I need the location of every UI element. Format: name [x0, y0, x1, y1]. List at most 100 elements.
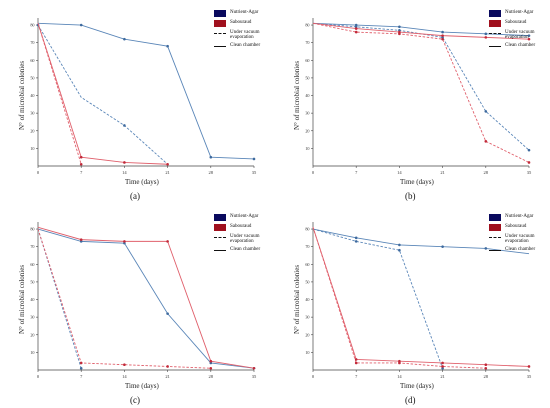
data-point — [209, 155, 213, 159]
data-point — [398, 243, 401, 247]
legend-item-under-vacuum: Under vacuum evaporation — [489, 234, 545, 245]
y-tick-label: 60 — [30, 262, 34, 267]
data-point — [79, 162, 83, 166]
legend-item-clean-chamber: Clean chamber — [214, 43, 270, 48]
data-point — [209, 366, 213, 370]
x-tick-label: 14 — [122, 170, 127, 175]
sabouraud-vacuum-line — [37, 228, 211, 369]
data-point — [166, 365, 169, 368]
y-tick-label: 40 — [305, 93, 309, 98]
chart-svg: 0 7 14 21 28 35 10 20 30 40 50 60 70 80 — [305, 222, 532, 379]
y-tick-label: 20 — [305, 128, 309, 133]
nutrient-agar-clean-line — [312, 22, 530, 37]
data-point — [484, 363, 488, 367]
data-point — [252, 366, 256, 370]
chart-svg: 0 7 14 21 28 35 10 20 30 40 50 60 70 80 — [30, 18, 257, 175]
panel-label: (c) — [130, 395, 140, 405]
x-axis-label: Time (days) — [400, 382, 434, 390]
legend-line-sample — [489, 237, 501, 238]
legend-label: Sabouraud — [505, 20, 527, 25]
y-tick-label: 20 — [30, 332, 34, 337]
data-point — [527, 34, 531, 37]
data-point — [441, 365, 444, 368]
data-point — [79, 366, 83, 370]
legend-item-nutrient-agar: Nutrient-Agar — [214, 214, 258, 221]
legend-item-sabouraud: Sabouraud — [214, 20, 251, 27]
panel-label: (d) — [405, 395, 416, 405]
legend-swatch — [489, 214, 501, 221]
legend-swatch — [489, 224, 501, 231]
legend-item-clean-chamber: Clean chamber — [489, 43, 545, 48]
legend-swatch — [214, 20, 226, 27]
y-tick-label: 80 — [305, 227, 309, 232]
y-tick-label: 50 — [305, 75, 309, 80]
data-point — [79, 238, 83, 241]
y-tick-label: 70 — [305, 244, 309, 249]
sabouraud-clean-line — [312, 22, 530, 40]
y-tick-label: 60 — [305, 262, 309, 267]
data-point — [441, 34, 444, 37]
y-tick-label: 70 — [305, 40, 309, 45]
legend-item-clean-chamber: Clean chamber — [214, 247, 270, 252]
x-tick-label: 28 — [209, 170, 214, 175]
x-tick-label: 28 — [209, 374, 214, 379]
x-tick-label: 21 — [440, 374, 445, 379]
sabouraud-clean-line — [37, 23, 168, 165]
nutrient-agar-vacuum-line — [312, 228, 444, 369]
legend-swatch — [214, 214, 226, 221]
legend-swatch — [489, 20, 501, 27]
nutrient-agar-clean-line — [37, 22, 255, 160]
y-tick-label: 10 — [30, 146, 34, 151]
data-point — [484, 366, 488, 370]
data-point — [441, 30, 444, 34]
x-tick-label: 35 — [527, 170, 532, 175]
y-tick-label: 10 — [305, 146, 309, 151]
y-tick-label: 40 — [30, 297, 34, 302]
data-point — [484, 140, 488, 143]
sabouraud-vacuum-line — [312, 22, 530, 163]
y-tick-label: 50 — [305, 279, 309, 284]
data-point — [354, 358, 358, 361]
chart-panel: 0 7 14 21 28 35 10 20 30 40 50 60 70 80 N° of microbia… — [275, 0, 550, 204]
data-point — [354, 236, 358, 240]
data-point — [354, 23, 358, 27]
y-tick-label: 20 — [30, 128, 34, 133]
y-tick-label: 30 — [30, 315, 34, 320]
x-tick-label: 21 — [165, 170, 170, 175]
x-tick-label: 14 — [122, 374, 127, 379]
chart-svg: 0 7 14 21 28 35 10 20 30 40 50 60 70 80 — [30, 222, 257, 379]
data-point — [398, 359, 401, 363]
legend-label: Nutrient-Agar — [230, 214, 259, 219]
y-axis-label: N° of microbial colonies — [293, 60, 301, 130]
y-tick-label: 80 — [30, 227, 34, 232]
y-tick-label: 40 — [30, 93, 34, 98]
legend-label: Nutrient-Agar — [505, 10, 534, 15]
data-point — [123, 37, 126, 41]
x-tick-label: 28 — [484, 374, 489, 379]
data-point — [527, 161, 531, 164]
data-point — [484, 36, 488, 39]
data-point — [527, 148, 531, 152]
y-tick-label: 20 — [305, 332, 309, 337]
y-tick-label: 70 — [30, 40, 34, 45]
y-tick-label: 60 — [30, 58, 34, 63]
legend-label: Nutrient-Agar — [505, 214, 534, 219]
x-tick-label: 21 — [165, 374, 170, 379]
x-tick-label: 7 — [80, 170, 83, 175]
legend-line-sample — [214, 33, 226, 34]
legend-item-sabouraud: Sabouraud — [489, 224, 526, 231]
legend-line-sample — [489, 250, 501, 251]
data-point — [441, 245, 444, 248]
y-tick-label: 80 — [305, 23, 309, 28]
x-tick-label: 14 — [397, 170, 402, 175]
legend-swatch — [214, 10, 226, 17]
x-tick-label: 0 — [312, 170, 315, 175]
y-tick-label: 10 — [305, 350, 309, 355]
legend-label: Sabouraud — [505, 224, 527, 229]
data-point — [79, 361, 83, 365]
x-tick-label: 28 — [484, 170, 489, 175]
x-tick-label: 7 — [80, 374, 83, 379]
x-tick-label: 0 — [37, 374, 40, 379]
x-tick-label: 35 — [527, 374, 532, 379]
y-tick-label: 30 — [30, 111, 34, 116]
